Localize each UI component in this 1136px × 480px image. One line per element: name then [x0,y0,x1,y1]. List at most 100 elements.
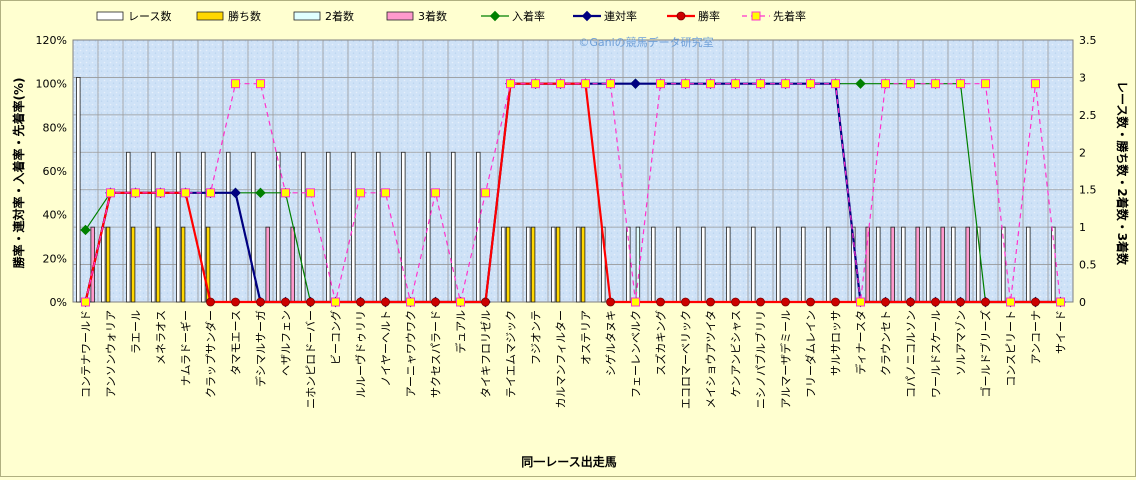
beat-rate-point [756,79,765,89]
x-tick-label: フリーダムレイン [804,310,818,398]
third-count-bar [915,226,920,303]
beat-rate-point [231,79,240,89]
beat-rate-point [731,79,740,89]
legend-point [676,11,686,21]
x-tick-label: ノイヤーヘルト [380,310,393,387]
y-tick-label-right: 1.5 [1079,184,1097,197]
beat-rate-point [631,297,640,307]
win-rate-point [1031,297,1040,307]
legend-point [489,10,501,22]
race-count-bar [601,226,606,303]
race-count-bar [776,226,781,303]
y-tick-label-left: 80% [43,121,67,134]
y-tick-label-right: 3 [1079,71,1086,84]
y-tick-label-right: 1 [1079,221,1086,234]
win-count-bar [530,226,536,303]
x-tick-label: ゴールドブリーズ [979,310,993,397]
place-rate-point [855,78,866,89]
x-tick-label: ヘザルフェン [280,310,293,376]
y-tick-label-left: 100% [36,78,67,91]
x-tick-label: ケンアンビシャス [730,310,743,397]
beat-rate-point [781,79,790,89]
beat-rate-point [356,188,365,198]
x-tick-label: タイキフロリゼル [480,310,493,398]
y-tick-label-left: 120% [36,34,67,47]
y-tick-label-right: 0.5 [1079,259,1097,272]
race-count-bar [651,226,656,303]
x-tick-label: メネラオス [155,310,168,365]
win-rate-point [756,297,765,307]
beat-rate-point [556,79,565,89]
win-rate-point [356,297,365,307]
win-rate-point [431,297,440,307]
beat-rate-point [606,79,615,89]
race-count-bar [551,226,556,303]
beat-rate-point [256,79,265,89]
x-tick-label: ソルアマゾン [955,310,968,376]
x-tick-label: アーニャワウワク [405,310,418,397]
win-count-bar [105,226,111,303]
win-rate-point [881,297,890,307]
race-count-bar [401,151,406,303]
legend-label: 先着率 [773,9,806,23]
beat-rate-point [656,79,665,89]
win-rate-point [806,297,815,307]
x-tick-label: サクセスパラード [430,310,443,398]
beat-rate-point [506,79,515,89]
x-tick-label: テイエムマジック [505,310,518,398]
third-count-bar [890,226,895,303]
y-tick-label-left: 0% [50,296,67,309]
race-count-bar [451,151,456,303]
win-rate-point [306,297,315,307]
win-rate-point [481,297,490,307]
win-rate-point [931,297,940,307]
legend-label: 2着数 [325,9,354,23]
race-count-bar [76,77,81,303]
y-tick-label-left: 40% [43,209,67,222]
y-tick-label-left: 60% [43,165,67,178]
beat-rate-point [1031,79,1040,89]
legend-point [751,11,761,21]
x-tick-label: サルサロッサ [830,310,843,376]
x-tick-label: フェーレンベルク [630,310,643,398]
race-count-bar [376,151,381,303]
beat-rate-point [581,79,590,89]
beat-rate-point [206,188,215,198]
third-count-bar [265,226,270,303]
y-axis-right-label: レース数・勝ち数・2着数・3着数 [1115,81,1130,266]
beat-rate-line [84,83,1062,303]
beat-rate-point [106,188,115,198]
legend-swatch [196,11,224,21]
win-count-bar [580,226,586,303]
x-tick-label: デシマルサーガ [254,310,268,387]
third-count-bar [865,226,870,303]
top2-rate-point [230,187,241,199]
beat-rate-point [281,188,290,198]
race-count-bar [276,151,281,303]
beat-rate-point [981,79,990,89]
race-count-bar [301,151,306,303]
x-tick-label: デュアル [454,310,468,354]
race-count-bar [926,226,931,303]
line-series [80,78,1066,308]
top2-rate-point [630,78,641,89]
race-count-bar [676,226,681,303]
race-count-bar [951,226,956,303]
win-rate-point [956,297,965,307]
race-count-bar [876,226,881,303]
beat-rate-point [1006,297,1015,307]
beat-rate-point [81,297,90,307]
x-tick-label: エコロマーベリック [680,310,693,409]
beat-rate-point [906,79,915,89]
y-axis-left-label: 勝率・連対率・入着率・先着率(%) [11,78,26,269]
x-tick-label: コパノニコルソン [905,310,918,398]
x-tick-label: ラエール [130,310,143,354]
beat-rate-point [481,188,490,198]
legend-swatch [293,11,321,21]
beat-rate-point [806,79,815,89]
race-count-bar [501,226,506,303]
beat-rate-point [406,297,415,307]
beat-rate-point [431,188,440,198]
beat-rate-point [831,79,840,89]
legend-swatch [96,11,124,21]
